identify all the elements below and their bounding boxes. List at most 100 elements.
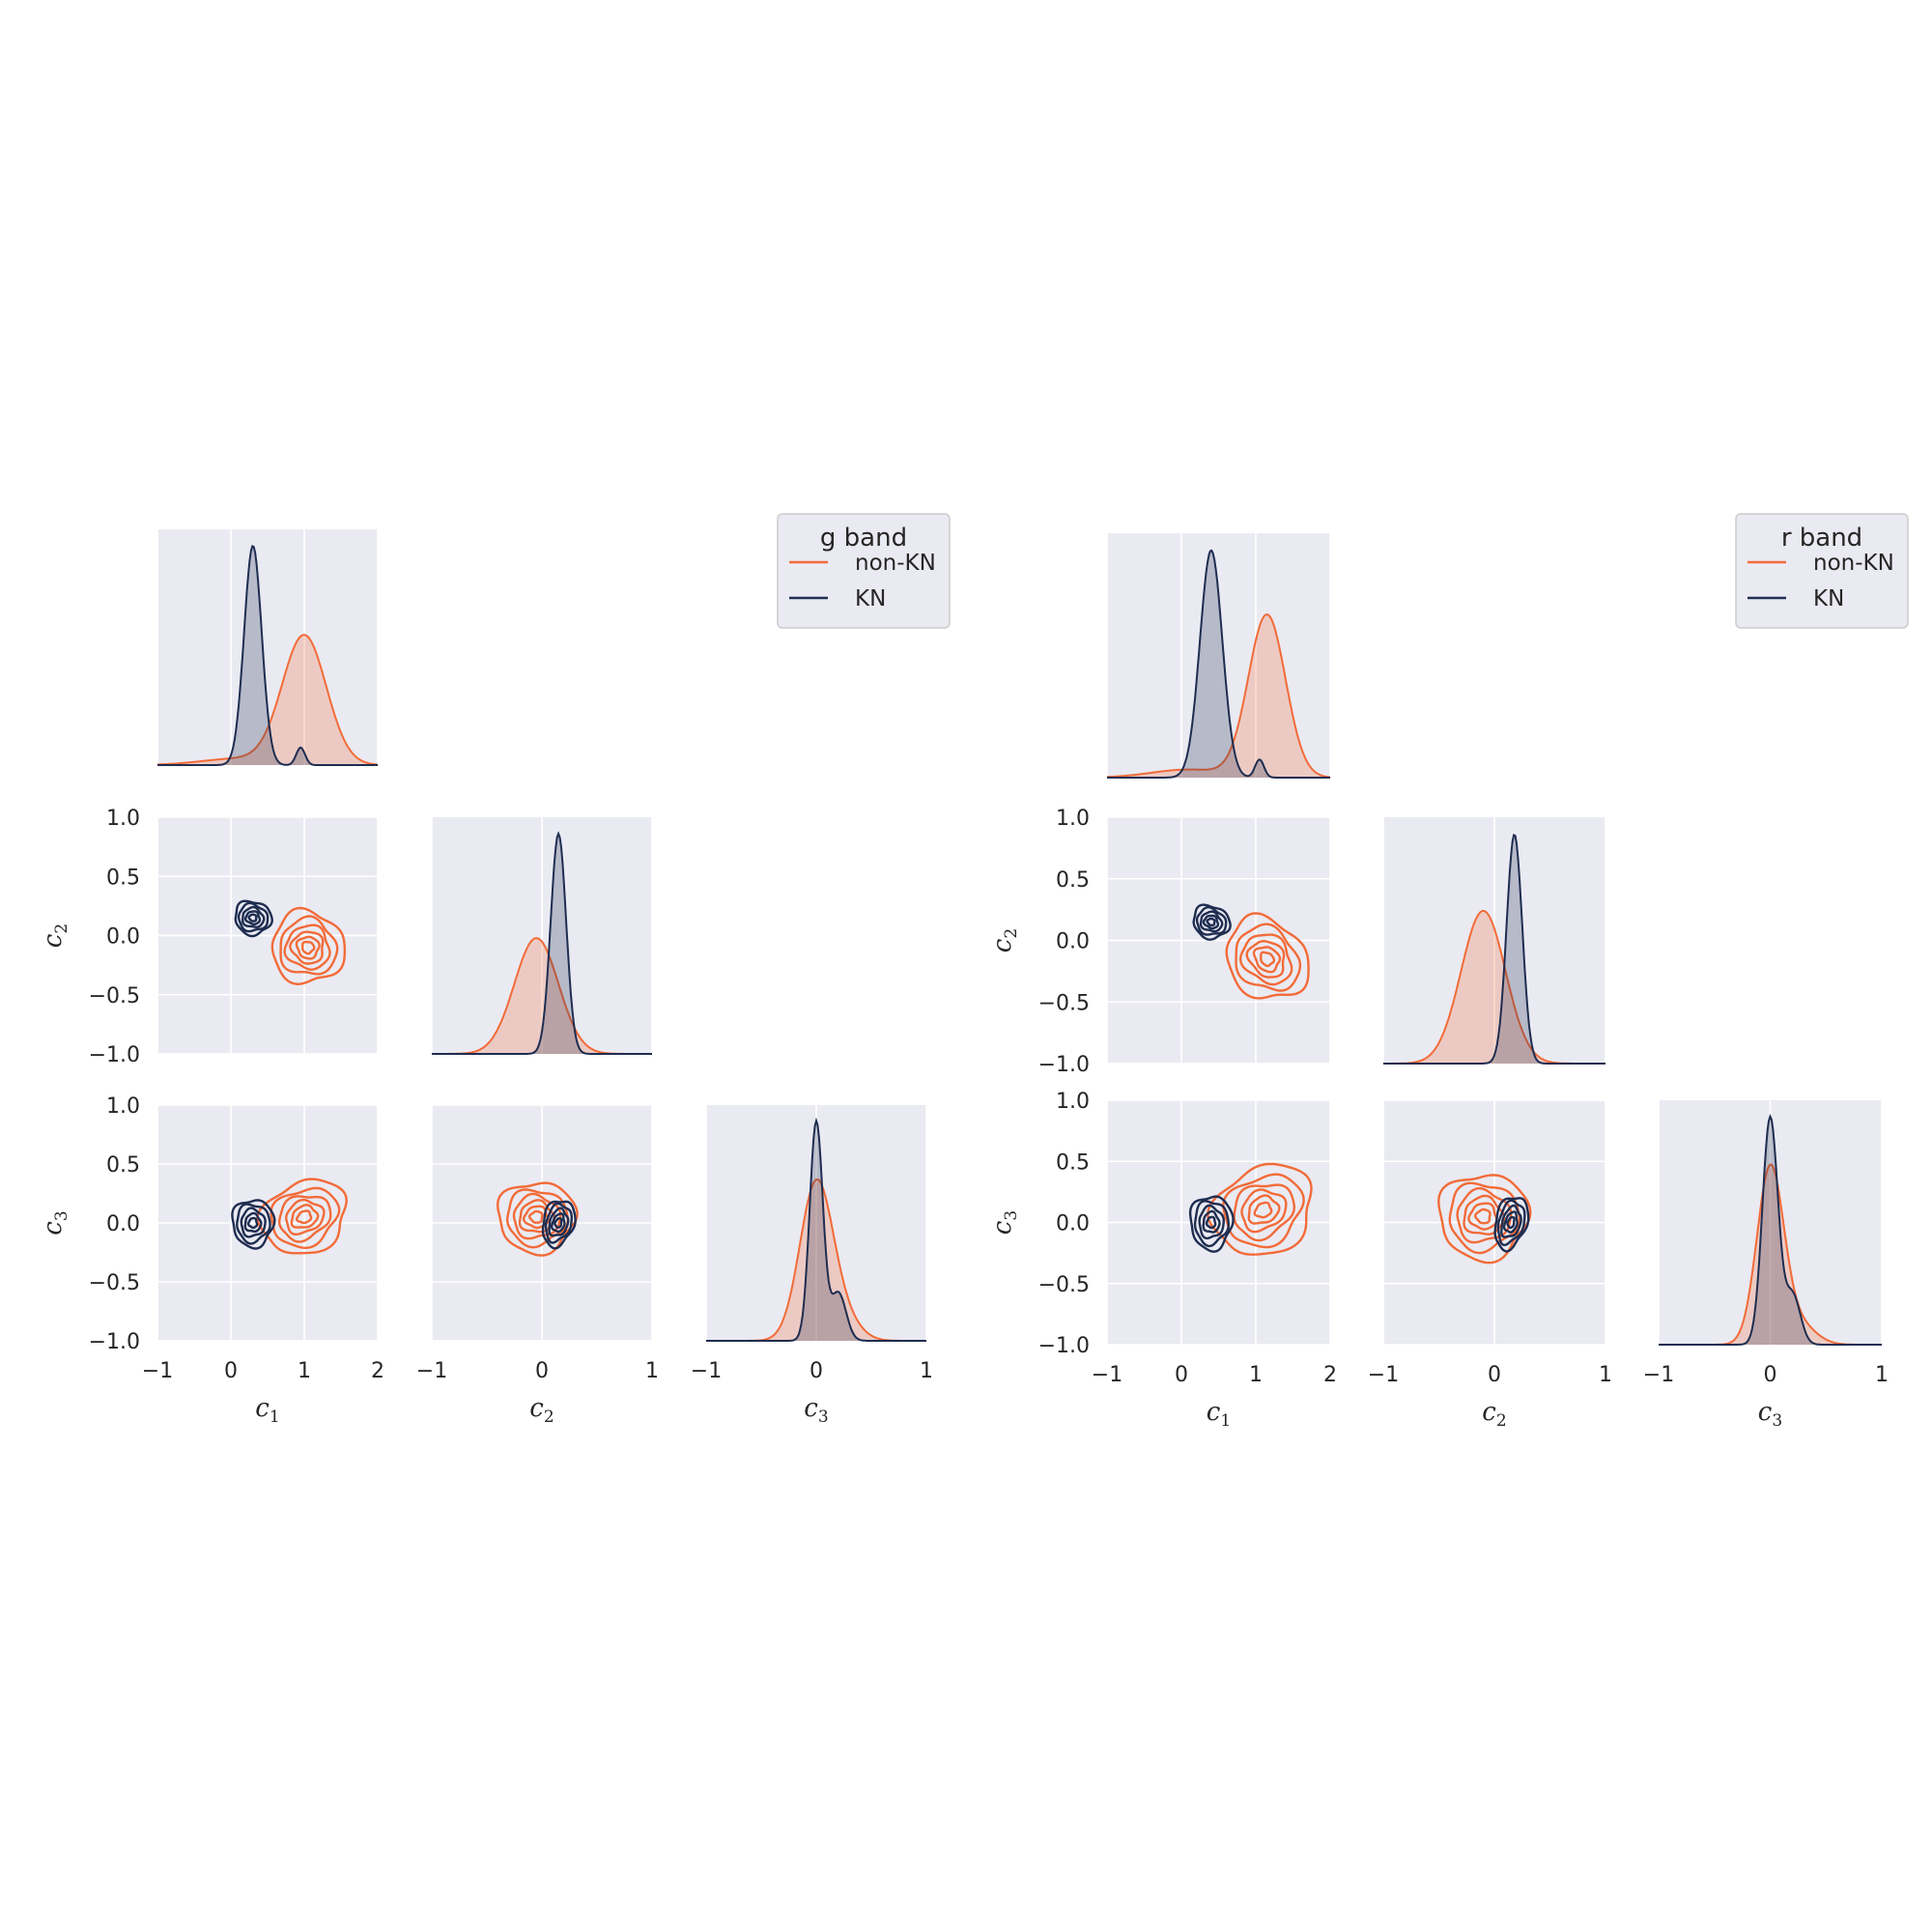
g-band-xlabel-c1-axis-label: c1 (255, 1394, 279, 1427)
r-band-col2-xtick-label: 0 (1764, 1363, 1777, 1387)
r-band-diag-c1-non-kn-density-line (1106, 613, 1331, 779)
r-band-legend-entry-kn: KN (1813, 586, 1844, 611)
r-band-c1-c2-kn-contour (1192, 903, 1232, 941)
r-band-col0-xtick-label: 1 (1249, 1363, 1263, 1387)
g-band-c1-c2-non-kn-contour (289, 930, 325, 965)
g-band-c2-c3-non-kn-contour (506, 1188, 570, 1249)
g-band-c2-c3-kn-contour (541, 1200, 577, 1250)
g-band-row1-ytick-label: −0.5 (89, 984, 140, 1009)
g-band-c1-c3-kn-contour (231, 1199, 276, 1250)
g-band-diag-c3-kn-density-fill (706, 1121, 926, 1341)
g-band-c1-c3-non-kn-contour (278, 1195, 332, 1243)
r-band-c1-c2-non-kn-contour (1245, 939, 1286, 979)
g-band-c1-c2-kn-contour (234, 899, 273, 938)
g-band-c1-c2-non-kn-contour (300, 940, 316, 955)
r-band-col0-xtick-label: 0 (1175, 1363, 1188, 1387)
g-band-c1-c2-kn-contour (237, 901, 270, 933)
g-band-c1-c2-kn-contour (242, 905, 266, 929)
g-band-c1-c3-kn-contour (243, 1211, 263, 1233)
g-band-col0-xtick-label: 0 (224, 1359, 238, 1383)
g-band-diag-c3-non-kn-density-fill (706, 1179, 926, 1341)
r-band-diag-c3-kn-density-fill (1659, 1116, 1882, 1345)
g-band-c1-c3-non-kn-contour (295, 1209, 313, 1225)
g-band-c1-c2-non-kn-contour (279, 915, 339, 976)
r-band-diag-c1-kn-density-line (1107, 549, 1330, 779)
g-band-c2-c3-kn-contour (548, 1207, 570, 1237)
r-band-legend-box (1735, 513, 1909, 629)
g-band-c1-c2-non-kn-contour (295, 935, 321, 960)
r-band-ylabel-c3-axis-label: c3 (988, 1210, 1021, 1235)
g-band-ylabel-c3-axis-label: c3 (39, 1210, 71, 1235)
g-band-diag-c2-kn-density-line (432, 831, 652, 1055)
r-band-c1-c3-non-kn-contour (1247, 1194, 1281, 1225)
g-band-xlabel-c2-axis-label: c2 (529, 1394, 554, 1427)
g-band-col1-xtick-label: −1 (416, 1359, 447, 1383)
r-band-c2-c3-kn-contour (1502, 1210, 1519, 1234)
r-band-legend-title: r band (1781, 524, 1862, 553)
g-band-col0-xtick-label: 1 (298, 1359, 311, 1383)
r-band-col2-xtick-label: 1 (1875, 1363, 1889, 1387)
g-band-row1-ytick-label: 0.5 (106, 866, 140, 890)
g-band-c1-c3-non-kn-contour (290, 1204, 320, 1229)
r-band-c2-c3-kn-contour (1500, 1204, 1522, 1238)
r-band-pairplot: −1.0 −0.5 0.0 0.5 1.0 c2 −1.0 −0.5 0.0 0.5 1.0 c3 −1… (988, 513, 1909, 1431)
g-band-diag-c1-kn-density-line (157, 544, 378, 766)
r-band-c1-c3-non-kn-contour (1233, 1183, 1296, 1242)
g-band-diag-c1-kn-density-fill (157, 546, 378, 765)
g-band-c1-c3-non-kn-contour (284, 1198, 326, 1236)
g-band-row1-ytick-label: 0.0 (106, 925, 140, 950)
g-band-c1-c3-kn-contour (240, 1207, 267, 1238)
g-band-diag-c3-kn-density-line (706, 1117, 926, 1342)
g-band-col0-xtick-label: −1 (142, 1359, 173, 1383)
g-band-c1-c2-kn-contour (243, 910, 262, 926)
r-band-col1-xtick-label: 1 (1599, 1363, 1612, 1387)
r-band-diag-c2-non-kn-density-fill (1383, 910, 1605, 1064)
r-band-row1-ytick-label: 0.0 (1056, 930, 1090, 954)
r-band-c1-c3-non-kn-contour (1240, 1188, 1288, 1234)
g-band-c1-c3-kn-contour (236, 1203, 271, 1245)
r-band-row2-ytick-label: 1.0 (1056, 1090, 1090, 1114)
r-band-c1-c3-kn-contour (1188, 1195, 1235, 1253)
g-band-c2-c3-kn-contour (544, 1202, 573, 1244)
r-band-diag-c2-kn-density-line (1383, 834, 1605, 1065)
g-band-diag-c1-non-kn-density-fill (157, 635, 378, 765)
r-band-c1-c3-kn-contour (1205, 1215, 1217, 1230)
r-band-diag-c3-kn-density-line (1659, 1114, 1882, 1346)
r-band-c2-c3-non-kn-contour (1437, 1174, 1532, 1264)
g-band-pairplot: −1.0 −0.5 0.0 0.5 1.0 c2 −1.0 −0.5 0.0 0.5 1.0 c3 −1… (39, 513, 951, 1427)
r-band-col0-xtick-label: 2 (1323, 1363, 1337, 1387)
r-band-col2-xtick-label: −1 (1643, 1363, 1674, 1387)
r-band-c1-c3-kn-contour (1202, 1209, 1221, 1234)
r-band-row2-ytick-label: −0.5 (1038, 1273, 1090, 1297)
r-band-diag-c1-non-kn-density-fill (1107, 614, 1330, 778)
r-band-c1-c2-kn-contour (1206, 917, 1216, 926)
g-band-diag-c1-non-kn-density-line (157, 634, 379, 766)
g-band-diag-c2-non-kn-density-fill (432, 938, 652, 1054)
r-band-c1-c2-non-kn-contour (1260, 951, 1276, 968)
r-band-diag-c1-kn-density-fill (1107, 550, 1330, 778)
r-band-c1-c2-non-kn-contour (1225, 912, 1310, 1000)
r-band-diag-c3-non-kn-density-fill (1659, 1164, 1882, 1345)
r-band-c1-c2-kn-contour (1195, 906, 1228, 936)
r-band-row1-ytick-label: −0.5 (1038, 991, 1090, 1015)
r-band-legend-entry-non-kn: non-KN (1813, 551, 1894, 576)
r-band-row1-ytick-label: 0.5 (1056, 868, 1090, 893)
g-band-c1-c3-non-kn-contour (256, 1178, 348, 1255)
g-band-row1-ytick-label: −1.0 (89, 1043, 140, 1067)
g-band-row2-ytick-label: 1.0 (106, 1094, 140, 1119)
g-band-row1-ytick-label: 1.0 (106, 807, 140, 831)
g-band-legend-entry-non-kn: non-KN (855, 551, 936, 576)
r-band-c1-c2-non-kn-contour (1235, 923, 1302, 992)
g-band-legend-entry-kn: KN (855, 586, 886, 611)
g-band-legend-title: g band (820, 524, 907, 553)
g-band-c1-c2-non-kn-contour (270, 906, 347, 985)
r-band-row2-ytick-label: −1.0 (1038, 1334, 1090, 1358)
r-band-c1-c3-kn-contour (1193, 1200, 1230, 1248)
r-band-xlabel-c3-axis-label: c3 (1758, 1398, 1782, 1431)
g-band-c1-c2-non-kn-contour (283, 923, 331, 971)
r-band-col1-xtick-label: −1 (1368, 1363, 1399, 1387)
r-band-row1-ytick-label: −1.0 (1038, 1053, 1090, 1077)
r-band-c1-c2-non-kn-contour (1239, 933, 1293, 986)
g-band-c1-c3-non-kn-contour (270, 1186, 341, 1250)
g-band-c1-c3-kn-contour (246, 1216, 259, 1230)
